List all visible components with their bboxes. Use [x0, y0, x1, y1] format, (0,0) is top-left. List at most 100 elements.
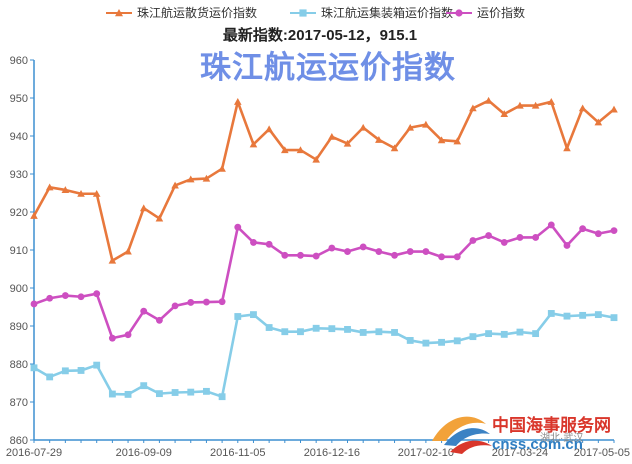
axes: 860 870 880 890 900 910 920 930 940 950 960 2016-07…: [6, 55, 630, 459]
x-tick-label: 2017-02-10: [398, 447, 454, 459]
data-point: [531, 101, 540, 109]
data-point: [610, 105, 618, 113]
series-line: [33, 223, 615, 340]
data-point: [108, 334, 116, 342]
data-point: [516, 234, 524, 241]
data-point: [203, 387, 210, 395]
data-point: [359, 123, 367, 131]
data-point: [250, 311, 257, 319]
x-tick-label: 2016-09-09: [116, 447, 172, 459]
legend-item-1: 珠江航运散货运价指数: [106, 5, 257, 20]
watermark: 中国海事服务网 cnss.com.cn 湖北·武汉: [432, 415, 611, 454]
data-point: [594, 118, 603, 126]
legend-swatch-marker: [455, 9, 463, 17]
data-point: [77, 189, 85, 197]
data-point: [155, 214, 164, 222]
data-point: [30, 364, 38, 372]
data-point: [453, 337, 461, 345]
data-point: [563, 312, 571, 320]
data-point: [422, 339, 430, 347]
data-point: [281, 146, 289, 154]
data-point: [578, 104, 587, 112]
data-point: [610, 314, 618, 322]
data-point: [391, 329, 398, 336]
data-point: [422, 248, 430, 255]
data-point: [124, 390, 132, 398]
series-2: [30, 310, 618, 401]
y-tick-label: 930: [10, 169, 28, 181]
data-point: [547, 310, 555, 317]
data-point: [61, 367, 69, 375]
data-point: [203, 298, 210, 306]
data-point: [233, 98, 242, 105]
data-point: [422, 120, 430, 128]
legend-label: 珠江航运散货运价指数: [137, 5, 257, 20]
data-point: [390, 144, 399, 152]
data-point: [171, 181, 179, 189]
legend-swatch-marker: [115, 9, 123, 17]
data-point: [406, 337, 414, 344]
data-point: [453, 253, 461, 261]
data-point: [218, 164, 226, 172]
data-point: [281, 328, 289, 336]
data-point: [500, 110, 509, 117]
legend-label: 运价指数: [477, 5, 525, 20]
data-point: [563, 242, 571, 249]
data-point: [375, 248, 383, 255]
y-tick-label: 960: [10, 55, 28, 67]
data-point: [77, 293, 85, 301]
series-layer: [30, 96, 618, 401]
data-point: [92, 189, 101, 197]
data-point: [532, 330, 540, 338]
data-point: [218, 298, 226, 306]
data-point: [563, 144, 571, 152]
data-point: [406, 248, 414, 255]
x-tick-label: 2017-05-05: [574, 447, 630, 459]
data-point: [234, 313, 242, 320]
data-point: [485, 232, 493, 239]
data-point: [140, 382, 148, 390]
data-point: [469, 237, 477, 244]
data-point: [265, 240, 273, 248]
data-point: [344, 248, 351, 255]
data-point: [171, 389, 179, 396]
data-point: [391, 251, 398, 259]
data-point: [328, 244, 336, 252]
data-point: [202, 174, 211, 182]
data-point: [547, 221, 555, 229]
data-point: [500, 330, 508, 338]
data-point: [500, 238, 508, 246]
data-point: [77, 367, 85, 374]
data-point: [375, 328, 383, 336]
x-tick-label: 2016-12-16: [304, 447, 360, 459]
data-point: [155, 316, 163, 324]
data-point: [93, 361, 101, 369]
watermark-text-domain: cnss.com.cn: [492, 436, 583, 453]
y-tick-label: 940: [10, 131, 28, 143]
watermark-text-location: 湖北·武汉: [540, 431, 583, 444]
data-point: [124, 331, 132, 339]
data-point: [265, 324, 273, 331]
data-point: [469, 104, 477, 112]
data-point: [610, 227, 618, 235]
watermark-text-cn: 中国海事服务网: [492, 415, 611, 435]
data-point: [281, 251, 289, 259]
data-point: [171, 302, 179, 310]
y-tick-label: 910: [10, 245, 28, 257]
y-tick-label: 870: [10, 397, 28, 409]
data-point: [250, 238, 257, 246]
y-tick-label: 920: [10, 207, 28, 219]
data-point: [108, 390, 116, 398]
data-point: [297, 251, 304, 259]
data-point: [328, 325, 336, 333]
data-point: [532, 234, 540, 241]
data-point: [296, 146, 305, 154]
data-point: [469, 333, 477, 341]
data-point: [485, 330, 493, 338]
data-point: [139, 204, 148, 212]
legend-swatch-marker: [299, 9, 307, 17]
data-point: [343, 139, 352, 147]
legend: 珠江航运散货运价指数 珠江航运集装箱运价指数 运价指数: [106, 5, 525, 20]
data-point: [265, 125, 273, 133]
